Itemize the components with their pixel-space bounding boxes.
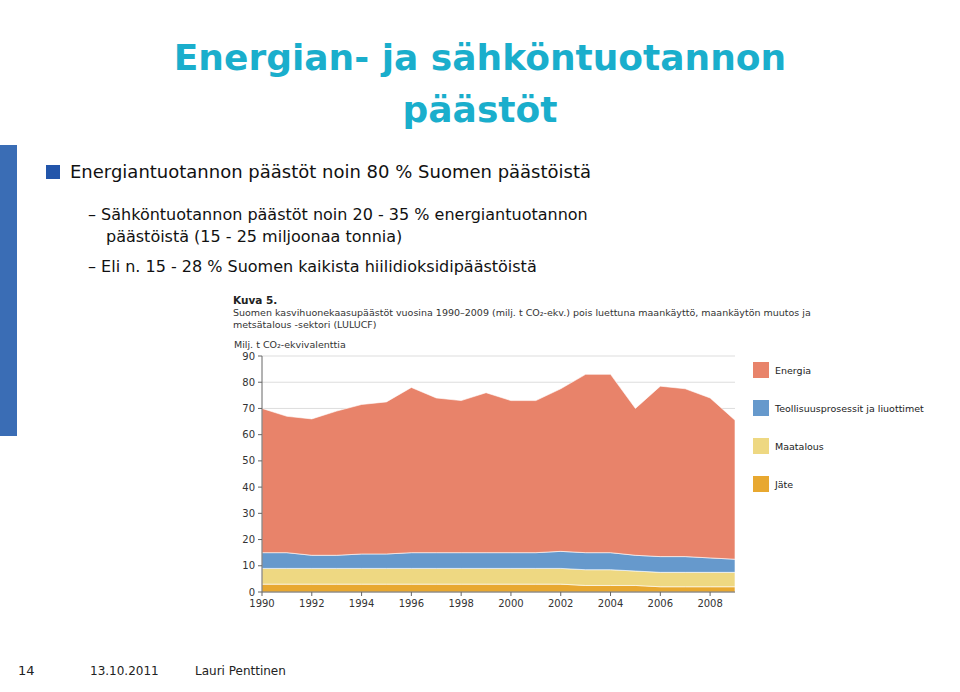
legend-label: Jäte — [774, 479, 793, 490]
legend-swatch — [753, 438, 769, 454]
x-tick — [510, 592, 511, 596]
left-bar — [0, 145, 17, 436]
caption: metsätalous -sektori (LULUCF) — [233, 319, 376, 330]
x-tick — [262, 592, 263, 596]
legend-label: Teollisuusprosessit ja liuottimet — [774, 403, 924, 414]
title: Energian- ja sähköntuotannon — [174, 37, 786, 78]
y-tick — [258, 539, 262, 540]
bullet-square — [46, 165, 60, 179]
y-tick — [258, 382, 262, 383]
grid-line — [262, 592, 735, 593]
x-tick-label: 1998 — [448, 598, 473, 609]
areas — [262, 374, 735, 592]
y-tick-label: 90 — [242, 351, 255, 362]
x-tick-label: 1994 — [349, 598, 374, 609]
y-axis — [262, 356, 263, 592]
x-tick-label: 2008 — [697, 598, 722, 609]
legend-swatch — [753, 400, 769, 416]
chart: Milj. t CO₂-ekvivalenttia 0 10 20 30 40 50 60 70… — [234, 339, 735, 609]
sub-bullet: – Sähköntuotannon päästöt noin 20 - 35 %… — [88, 205, 588, 224]
y-tick-label: 70 — [242, 403, 255, 414]
footer: Lauri Penttinen — [195, 664, 286, 678]
x-tick — [610, 592, 611, 596]
legend-label: Energia — [775, 365, 811, 376]
legend-label: Maatalous — [775, 441, 824, 452]
y-tick — [258, 513, 262, 514]
y-tick-label: 50 — [242, 455, 255, 466]
x-tick — [361, 592, 362, 596]
y-tick — [258, 460, 262, 461]
legend-swatch — [753, 476, 769, 492]
y-axis-label: Milj. t CO₂-ekvivalenttia — [234, 339, 346, 350]
caption: Kuva 5. — [233, 294, 277, 306]
y-tick-label: 40 — [242, 482, 255, 493]
sub-bullet: – Eli n. 15 - 28 % Suomen kaikista hiili… — [88, 257, 537, 276]
y-tick-label: 10 — [242, 560, 255, 571]
sub-bullet: päästöistä (15 - 25 miljoonaa tonnia) — [106, 227, 402, 246]
x-tick-label: 2000 — [498, 598, 523, 609]
x-tick-label: 2006 — [648, 598, 673, 609]
x-tick — [710, 592, 711, 596]
x-tick — [560, 592, 561, 596]
y-tick — [258, 487, 262, 488]
footer: 14 — [18, 663, 35, 678]
y-tick-label: 80 — [242, 377, 255, 388]
y-tick-label: 30 — [242, 508, 255, 519]
area-layer — [262, 374, 735, 559]
bullet-text: Energiantuotannon päästöt noin 80 % Suom… — [70, 161, 591, 182]
x-tick — [461, 592, 462, 596]
title: päästöt — [403, 89, 558, 130]
legend: Energia Teollisuusprosessit ja liuottimet… — [753, 362, 924, 492]
y-tick — [258, 356, 262, 357]
y-tick-label: 60 — [242, 429, 255, 440]
legend-swatch — [753, 362, 769, 378]
x-tick — [311, 592, 312, 596]
footer: 13.10.2011 — [90, 664, 159, 678]
x-tick — [411, 592, 412, 596]
x-tick-label: 1996 — [399, 598, 424, 609]
x-tick-label: 1992 — [299, 598, 324, 609]
caption: Suomen kasvihuonekaasupäästöt vuosina 19… — [233, 307, 811, 318]
x-tick-label: 2002 — [548, 598, 573, 609]
x-axis — [262, 592, 735, 593]
x-tick-label: 1990 — [249, 598, 274, 609]
y-tick — [258, 408, 262, 409]
x-tick — [660, 592, 661, 596]
y-tick — [258, 565, 262, 566]
y-tick-label: 0 — [249, 587, 255, 598]
y-tick-label: 20 — [242, 534, 255, 545]
y-tick — [258, 592, 262, 593]
slide: Energian- ja sähköntuotannon päästöt Energ… — [0, 0, 960, 692]
y-tick — [258, 434, 262, 435]
x-tick-label: 2004 — [598, 598, 623, 609]
grid-line — [262, 382, 735, 383]
grid-line — [262, 356, 735, 357]
